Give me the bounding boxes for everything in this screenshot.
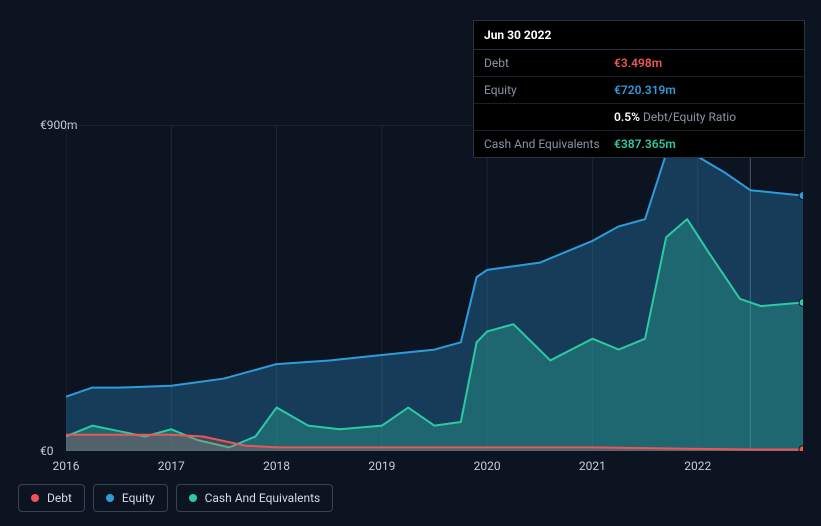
x-tick-label: 2016: [53, 459, 80, 473]
legend-label: Debt: [47, 491, 72, 505]
x-tick-label: 2021: [579, 459, 606, 473]
chart-panel: Jun 30 2022 Debt€3.498mEquity€720.319m0.…: [0, 0, 821, 526]
tooltip-row: Debt€3.498m: [474, 50, 804, 77]
end-marker-cash: [799, 298, 803, 306]
legend-dot-icon: [31, 494, 39, 502]
tooltip-row-label: Cash And Equivalents: [484, 137, 614, 151]
tooltip-row: Cash And Equivalents€387.365m: [474, 131, 804, 157]
plot-svg: [66, 125, 803, 451]
legend-item-debt[interactable]: Debt: [18, 484, 85, 512]
chart-area[interactable]: €0€900m 2016201720182019202020212022: [18, 125, 803, 451]
y-axis-labels: €0€900m: [18, 125, 66, 451]
tooltip-row-value: €720.319m: [614, 83, 676, 97]
tooltip-row-label: Equity: [484, 83, 614, 97]
legend-dot-icon: [106, 494, 114, 502]
tooltip-row-value: €3.498m: [614, 56, 662, 70]
tooltip-rows: Debt€3.498mEquity€720.319m0.5% Debt/Equi…: [474, 50, 804, 157]
legend: Debt Equity Cash And Equivalents: [18, 484, 333, 512]
tooltip-row-label: [484, 110, 614, 124]
legend-dot-icon: [189, 494, 197, 502]
legend-label: Cash And Equivalents: [205, 491, 321, 505]
end-marker-equity: [799, 192, 803, 200]
x-axis-labels: 2016201720182019202020212022: [66, 459, 803, 479]
tooltip-box: Jun 30 2022 Debt€3.498mEquity€720.319m0.…: [473, 20, 805, 158]
x-tick-label: 2017: [158, 459, 185, 473]
x-tick-label: 2018: [263, 459, 290, 473]
tooltip-row: 0.5% Debt/Equity Ratio: [474, 104, 804, 131]
tooltip-date: Jun 30 2022: [474, 21, 804, 50]
x-tick-label: 2020: [474, 459, 501, 473]
legend-label: Equity: [122, 491, 155, 505]
tooltip-row: Equity€720.319m: [474, 77, 804, 104]
y-tick-label: €0: [40, 444, 54, 458]
tooltip-row-value: €387.365m: [614, 137, 676, 151]
legend-item-cash[interactable]: Cash And Equivalents: [176, 484, 334, 512]
tooltip-row-label: Debt: [484, 56, 614, 70]
legend-item-equity[interactable]: Equity: [93, 484, 168, 512]
x-tick-label: 2019: [368, 459, 395, 473]
tooltip-row-value: 0.5% Debt/Equity Ratio: [614, 110, 736, 124]
x-tick-label: 2022: [684, 459, 711, 473]
